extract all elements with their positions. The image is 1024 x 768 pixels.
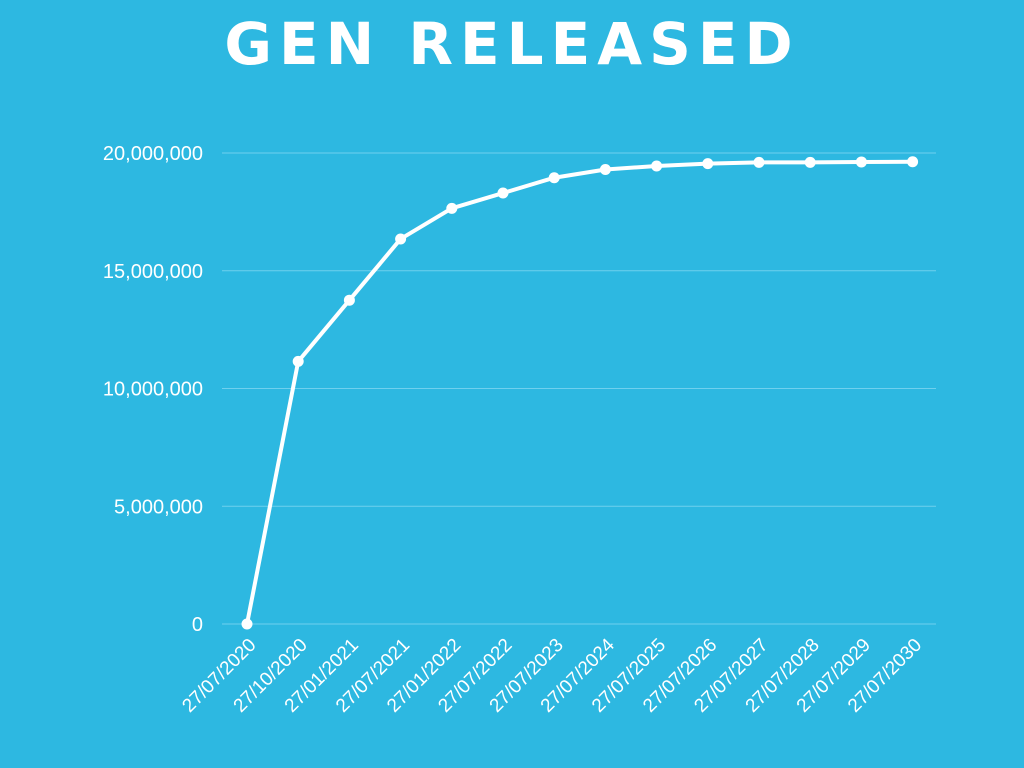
data-point [497,187,509,199]
data-point [804,156,816,168]
y-tick-label: 15,000,000 [103,261,203,283]
x-axis-ticks: 27/07/202027/10/202027/01/202127/07/2021… [178,634,926,716]
y-tick-label: 5,000,000 [114,496,203,518]
y-tick-label: 0 [192,614,203,636]
data-point [753,156,765,168]
y-tick-label: 10,000,000 [103,379,203,401]
data-point [855,156,867,168]
data-point [446,202,458,214]
data-point [702,158,714,170]
series-line [245,159,915,626]
y-tick-label: 20,000,000 [103,143,203,165]
series-points [241,156,919,630]
data-point [395,233,407,245]
series-line-path [245,159,915,626]
data-point [343,294,355,306]
data-point [548,172,560,184]
data-point [241,618,253,630]
y-axis-ticks: 0 5,000,000 10,000,000 15,000,000 20,000,000 [103,143,203,636]
chart-title: GEN RELEASED [224,10,800,78]
grid-lines [222,152,936,625]
data-point [907,156,919,168]
data-point [599,163,611,175]
data-point [651,160,663,172]
data-point [292,355,304,367]
